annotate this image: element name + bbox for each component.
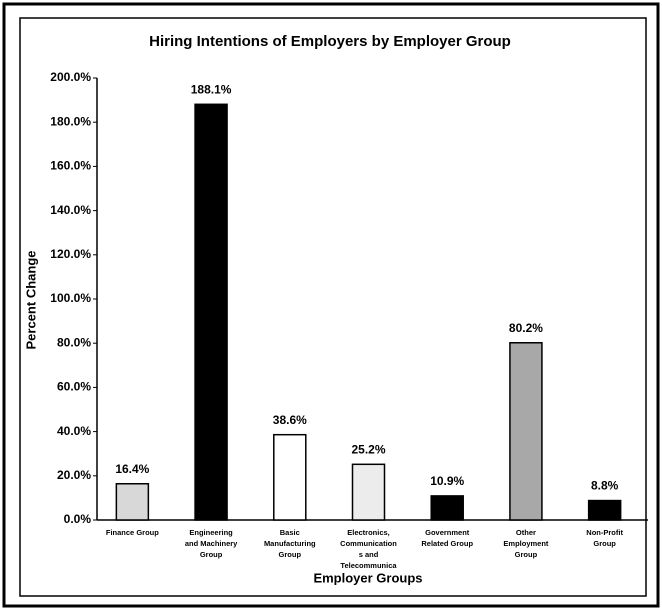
bar bbox=[430, 495, 464, 521]
chart-title: Hiring Intentions of Employers by Employ… bbox=[149, 33, 511, 50]
bar bbox=[115, 483, 150, 521]
y-tick-label: 140.0% bbox=[50, 203, 91, 217]
y-tick-label: 60.0% bbox=[57, 380, 91, 394]
x-tick-label: Other Employment Group bbox=[503, 528, 549, 559]
value-label: 188.1% bbox=[191, 82, 232, 96]
x-tick-label: Basic Manufacturing Group bbox=[264, 528, 316, 559]
value-label: 80.2% bbox=[509, 321, 543, 335]
y-tick-label: 160.0% bbox=[50, 159, 91, 173]
bar bbox=[273, 433, 307, 521]
y-tick-label: 40.0% bbox=[57, 424, 91, 438]
value-label: 25.2% bbox=[351, 442, 385, 456]
x-tick-label: Electronics, Communication s and Telecommun… bbox=[340, 528, 397, 570]
value-label: 38.6% bbox=[273, 413, 307, 427]
x-tick-label: Engineering and Machinery Group bbox=[185, 528, 238, 559]
y-tick-label: 100.0% bbox=[50, 291, 91, 305]
chart-frame bbox=[19, 17, 647, 597]
y-axis-label: Percent Change bbox=[23, 251, 38, 350]
bar bbox=[194, 103, 228, 521]
value-label: 16.4% bbox=[115, 462, 149, 476]
bar bbox=[587, 499, 622, 521]
y-tick-label: 20.0% bbox=[57, 468, 91, 482]
value-label: 10.9% bbox=[430, 474, 464, 488]
x-axis-label: Employer Groups bbox=[313, 570, 422, 585]
y-tick-label: 120.0% bbox=[50, 247, 91, 261]
y-tick-label: 180.0% bbox=[50, 114, 91, 128]
x-tick-label: Finance Group bbox=[106, 528, 159, 537]
x-tick-label: Government Related Group bbox=[421, 528, 473, 548]
y-tick-label: 80.0% bbox=[57, 335, 91, 349]
bar bbox=[351, 463, 386, 521]
value-label: 8.8% bbox=[591, 479, 619, 493]
x-tick-label: Non-Profit Group bbox=[586, 528, 623, 548]
y-tick-label: 200.0% bbox=[50, 70, 91, 84]
bar bbox=[509, 342, 543, 521]
y-tick-label: 0.0% bbox=[64, 512, 92, 526]
